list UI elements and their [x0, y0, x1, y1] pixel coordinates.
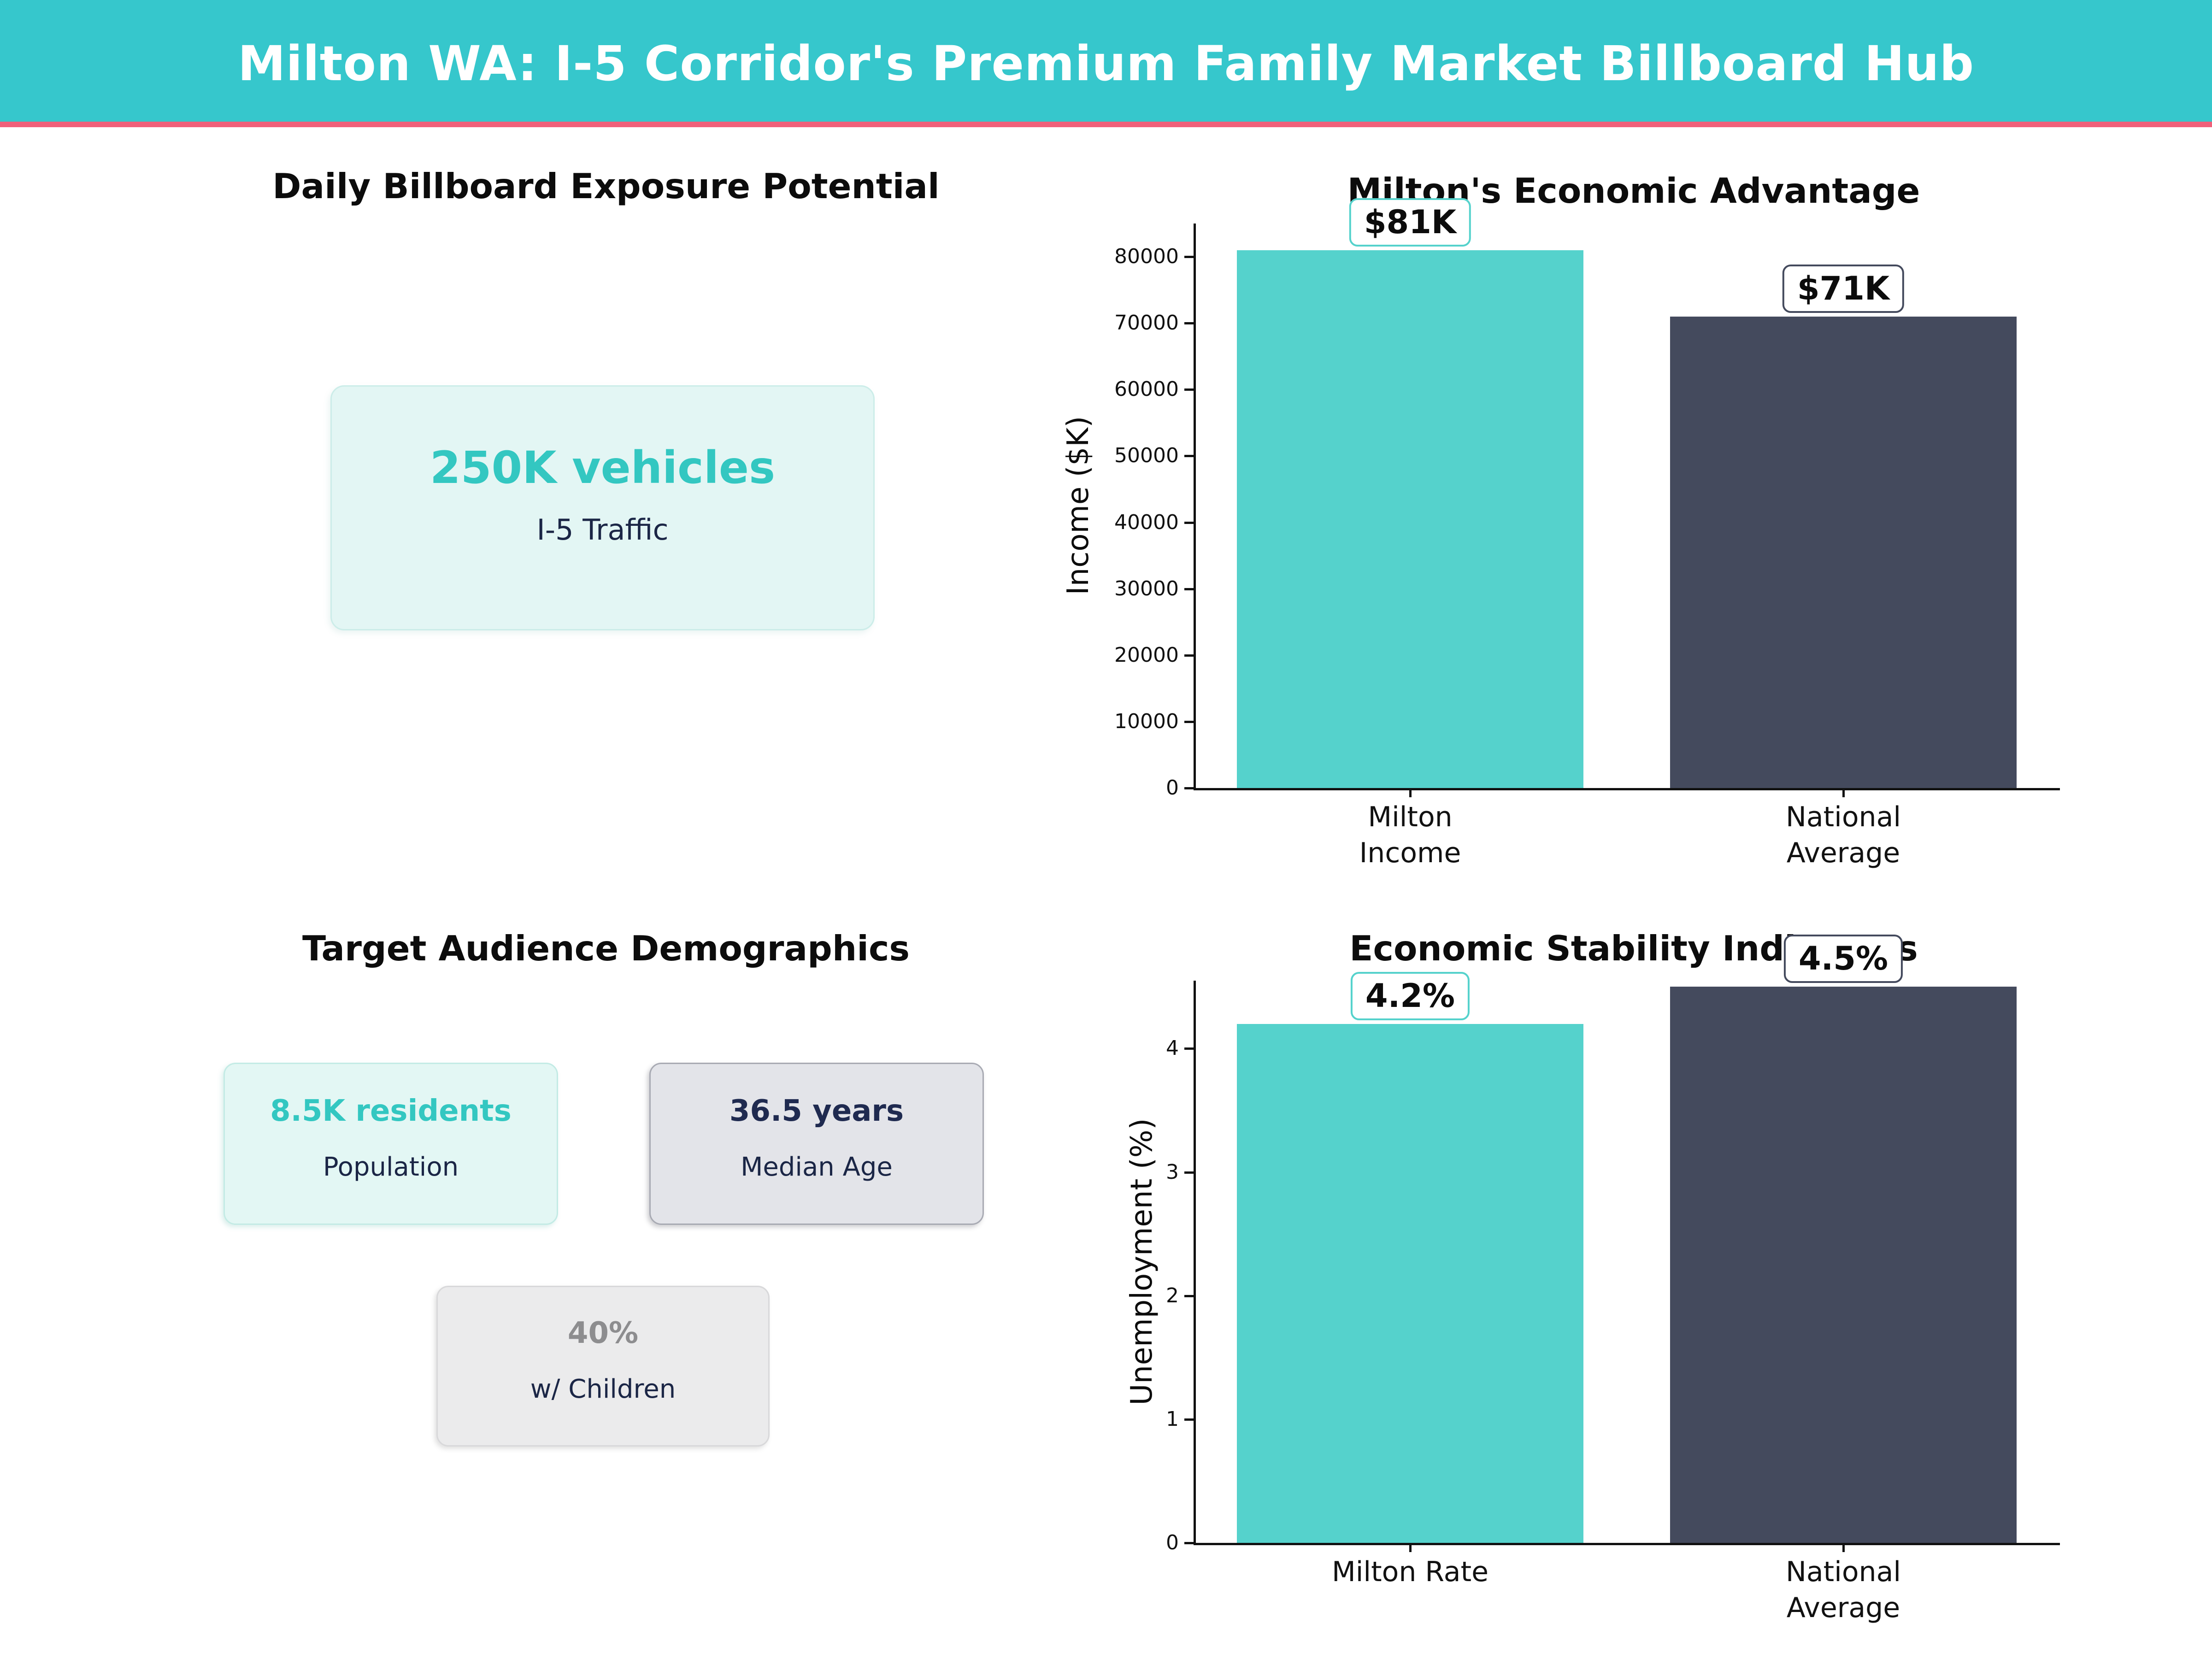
y-tick-mark: [1184, 1418, 1194, 1421]
demographics-section-title: Target Audience Demographics: [302, 928, 910, 969]
y-tick-mark: [1184, 1542, 1194, 1544]
header-banner: Milton WA: I-5 Corridor's Premium Family…: [0, 0, 2212, 127]
y-tick-label: 10000: [1114, 709, 1179, 733]
bar-value-annotation: $71K: [1782, 264, 1905, 313]
traffic-stat-card: 250K vehicles I-5 Traffic: [330, 385, 875, 630]
x-axis-line: [1194, 788, 2060, 790]
traffic-stat-label: I-5 Traffic: [536, 513, 669, 547]
income-chart-title: Milton's Economic Advantage: [1347, 171, 1920, 211]
median-age-stat-card: 36.5 years Median Age: [649, 1063, 984, 1225]
children-stat-card: 40% w/ Children: [436, 1286, 770, 1447]
bar-value-annotation: 4.2%: [1350, 971, 1470, 1020]
x-axis-line: [1194, 1543, 2060, 1545]
y-tick-label: 60000: [1114, 377, 1179, 401]
y-tick-mark: [1184, 654, 1194, 657]
x-tick-label: Milton Rate: [1331, 1556, 1489, 1588]
bar-national: [1670, 987, 2017, 1543]
population-stat-card: 8.5K residents Population: [224, 1063, 558, 1225]
y-tick-mark: [1184, 1171, 1194, 1174]
y-tick-label: 1: [1166, 1407, 1179, 1431]
unemployment-chart-title: Economic Stability Indicators: [1349, 928, 1918, 969]
y-tick-label: 3: [1166, 1160, 1179, 1184]
median-age-stat-label: Median Age: [741, 1152, 893, 1182]
bar-milton-rate: [1237, 1024, 1583, 1543]
traffic-stat-value: 250K vehicles: [429, 442, 776, 494]
x-tick-mark: [1842, 1543, 1845, 1552]
y-tick-mark: [1184, 787, 1194, 789]
median-age-stat-value: 36.5 years: [729, 1094, 904, 1128]
y-axis-line: [1194, 224, 1196, 788]
y-tick-label: 70000: [1114, 311, 1179, 335]
x-tick-mark: [1409, 1543, 1412, 1552]
y-tick-label: 20000: [1114, 643, 1179, 667]
bar-national: [1670, 316, 2017, 788]
x-tick-label: Milton Income: [1359, 801, 1461, 869]
x-tick-mark: [1409, 788, 1412, 797]
population-stat-label: Population: [323, 1152, 459, 1182]
y-tick-label: 80000: [1114, 245, 1179, 269]
y-tick-mark: [1184, 1294, 1194, 1297]
y-tick-label: 30000: [1114, 577, 1179, 600]
y-tick-mark: [1184, 720, 1194, 723]
x-tick-mark: [1842, 788, 1845, 797]
page-title: Milton WA: I-5 Corridor's Premium Family…: [237, 35, 1975, 92]
y-tick-label: 0: [1166, 1531, 1179, 1554]
income-chart-y-axis-label: Income ($K): [1061, 416, 1095, 595]
y-tick-mark: [1184, 455, 1194, 458]
x-tick-label: National Average: [1785, 1556, 1901, 1624]
y-tick-label: 0: [1166, 776, 1179, 800]
children-stat-value: 40%: [567, 1316, 639, 1350]
y-tick-label: 50000: [1114, 444, 1179, 468]
y-tick-mark: [1184, 1047, 1194, 1050]
children-stat-label: w/ Children: [530, 1374, 676, 1404]
unemployment-bar-chart: 0 1 2 3 4 Milton Rate 4.2% National Average 4.5%: [1166, 935, 2060, 1624]
bar-value-annotation: $81K: [1349, 198, 1471, 247]
exposure-section-title: Daily Billboard Exposure Potential: [272, 166, 940, 206]
bar-value-annotation: 4.5%: [1783, 935, 1903, 983]
y-tick-label: 40000: [1114, 510, 1179, 534]
y-tick-mark: [1184, 588, 1194, 590]
y-tick-mark: [1184, 521, 1194, 524]
population-stat-value: 8.5K residents: [270, 1094, 512, 1128]
y-axis-line: [1194, 981, 1196, 1543]
y-tick-label: 2: [1166, 1283, 1179, 1307]
y-tick-mark: [1184, 322, 1194, 325]
y-tick-mark: [1184, 388, 1194, 391]
y-tick-mark: [1184, 256, 1194, 259]
y-tick-label: 4: [1166, 1036, 1179, 1060]
x-tick-label: National Average: [1785, 801, 1901, 869]
bar-milton: [1237, 250, 1583, 788]
income-bar-chart: 0 10000 20000 30000 40000 50000 60000 70000 8000…: [1114, 198, 2060, 869]
